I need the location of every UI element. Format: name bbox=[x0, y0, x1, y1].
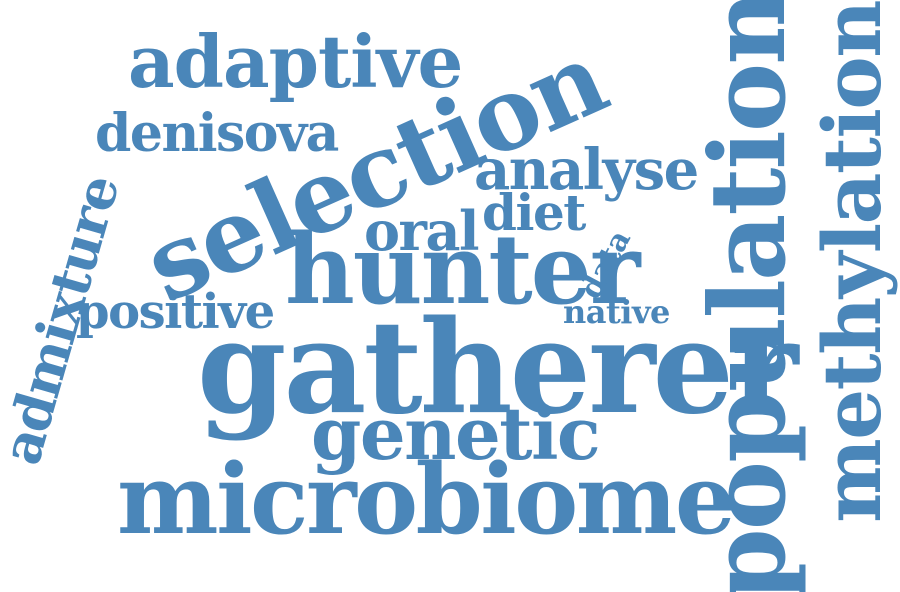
word-methylation: methylation bbox=[805, 1, 899, 523]
word-gatherer: gatherer bbox=[197, 293, 798, 443]
word-oral: oral bbox=[364, 199, 479, 263]
word-population: population bbox=[686, 0, 809, 592]
word-analyse: analyse bbox=[474, 137, 699, 203]
word-native: native bbox=[563, 293, 670, 331]
word-adaptive: adaptive bbox=[128, 19, 463, 104]
word-genetic: genetic bbox=[311, 391, 601, 476]
word-positive: positive bbox=[76, 284, 275, 340]
word-diet: diet bbox=[482, 183, 586, 242]
word-microbiome: microbiome bbox=[117, 443, 736, 556]
word-hunter: hunter bbox=[285, 213, 640, 326]
word-denisova: denisova bbox=[95, 103, 339, 164]
